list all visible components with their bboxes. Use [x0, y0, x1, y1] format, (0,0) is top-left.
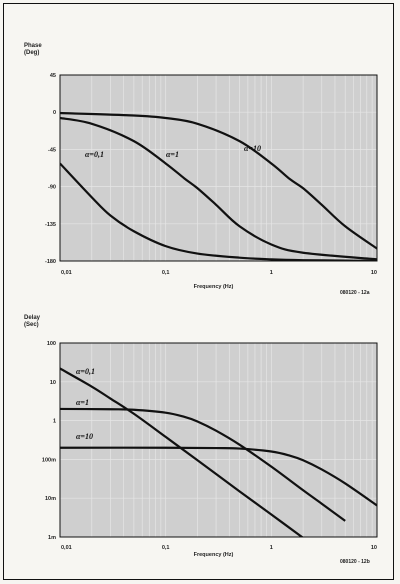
figure-reference: 080120 - 12a: [340, 290, 370, 296]
y-axis-label: Delay: [24, 315, 41, 321]
x-tick-label: 0,01: [61, 270, 72, 276]
y-axis-unit: (Deg): [24, 50, 39, 56]
y-tick-label: -180: [45, 259, 56, 265]
y-tick-label: -135: [45, 222, 56, 228]
series-label: α=0,1: [76, 367, 95, 376]
y-tick-label: 1m: [48, 535, 56, 541]
series-label: α=10: [244, 144, 261, 153]
x-tick-label: 1: [270, 270, 273, 276]
y-tick-label: 100: [47, 341, 56, 347]
series-line: [60, 162, 377, 261]
plot-area: [60, 343, 377, 537]
x-axis-label: Frequency (Hz): [194, 284, 234, 290]
series-label: α=0,1: [85, 150, 104, 159]
y-tick-label: 10m: [45, 496, 56, 502]
x-axis-label: Frequency (Hz): [194, 552, 234, 558]
y-tick-label: 1: [53, 419, 56, 425]
series-label: α=1: [76, 398, 89, 407]
x-tick-label: 0,01: [61, 545, 72, 551]
x-tick-label: 1: [270, 545, 273, 551]
y-axis-unit: (Sec): [24, 322, 39, 328]
grid: [60, 343, 377, 537]
y-tick-label: 100m: [42, 457, 56, 463]
plot-area: [60, 75, 377, 261]
x-tick-label: 0,1: [162, 270, 170, 276]
x-tick-label: 10: [371, 545, 377, 551]
y-axis-label: Phase: [24, 43, 42, 49]
y-tick-label: -45: [48, 147, 56, 153]
series-line: [60, 446, 377, 507]
figure-reference: 080120 - 12b: [340, 559, 370, 565]
y-tick-label: 10: [50, 380, 56, 386]
series-label: α=10: [76, 432, 93, 441]
y-tick-label: 0: [53, 110, 56, 116]
series-line: [60, 407, 346, 522]
series-line: [60, 111, 377, 250]
series-line: [60, 116, 377, 261]
axis-frame: [59, 74, 378, 262]
y-tick-label: -90: [48, 185, 56, 191]
y-tick-label: 45: [50, 73, 56, 79]
series-label: α=1: [166, 150, 179, 159]
x-tick-label: 0,1: [162, 545, 170, 551]
axis-frame: [59, 342, 378, 538]
x-tick-label: 10: [371, 270, 377, 276]
